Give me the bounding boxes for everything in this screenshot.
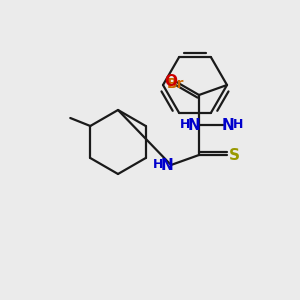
Text: S: S [229, 148, 239, 163]
Text: H: H [180, 118, 190, 131]
Text: O: O [164, 74, 177, 88]
Text: N: N [222, 118, 234, 133]
Text: H: H [153, 158, 163, 172]
Text: N: N [160, 158, 173, 172]
Text: H: H [233, 118, 243, 131]
Text: Br: Br [167, 77, 184, 91]
Text: N: N [188, 118, 200, 133]
